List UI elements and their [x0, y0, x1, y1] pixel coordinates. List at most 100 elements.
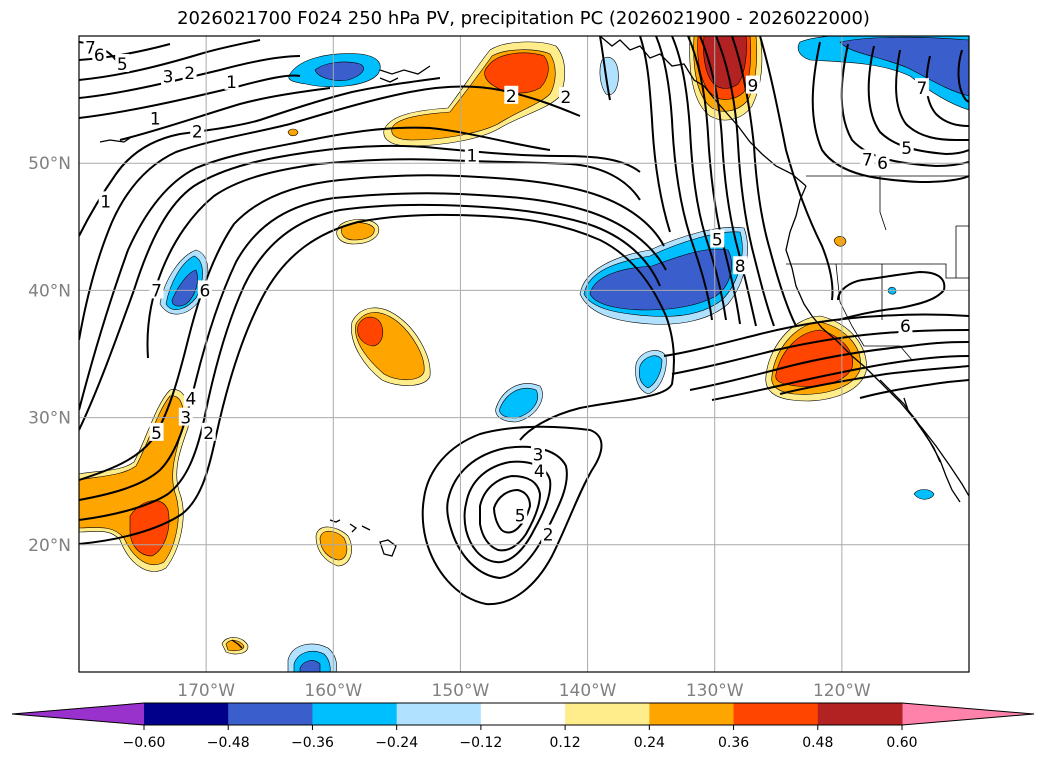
contour-label: 5 [151, 424, 162, 444]
contour-label-bg [161, 66, 175, 85]
pv-contour [639, 36, 671, 233]
contour-label: 2 [203, 424, 214, 444]
contour-label-bg [530, 444, 545, 463]
contour-label-bg [914, 78, 929, 97]
contour-label-bg [190, 121, 205, 140]
colorbar-tick-label: −0.12 [459, 735, 502, 751]
coastline [379, 77, 399, 83]
longitude-axis: 170°W 160°W 150°W 140°W 130°W 120°W [177, 681, 871, 701]
contour-label: 5 [901, 139, 912, 159]
lon-tick-label: 130°W [686, 681, 744, 701]
lat-tick-label: 30°N [28, 409, 71, 429]
precip-blob [833, 236, 847, 247]
pv-contour [655, 36, 713, 321]
contour-label: 8 [735, 257, 746, 277]
contour-label: 4 [534, 462, 545, 482]
pv-contour [811, 41, 969, 184]
colorbar-tick-label: −0.24 [375, 735, 418, 751]
contour-label-bg [558, 87, 573, 106]
contour-label-bg [745, 75, 760, 94]
pv-contour [779, 365, 969, 395]
lat-tick-label: 50°N [28, 154, 71, 174]
contour-label: 6 [94, 46, 105, 66]
pv-contour [671, 36, 727, 321]
latitude-axis: 50°N 40°N 30°N 20°N [28, 154, 71, 556]
contour-label-bg [98, 191, 113, 210]
contour-label-bg [710, 229, 725, 248]
figure-title: 2026021700 F024 250 hPa PV, precipitatio… [177, 8, 870, 29]
contour-label-bg [115, 53, 130, 72]
contour-label: 1 [466, 147, 477, 167]
colorbar-tick-label: −0.48 [207, 735, 250, 751]
contour-label-bg [733, 256, 748, 275]
pv-contour [79, 74, 301, 119]
contour-label: 3 [180, 409, 191, 429]
colorbar-segment [480, 703, 566, 725]
pv-contour [79, 144, 641, 431]
pv-contour [79, 192, 667, 501]
colorbar-segment [565, 703, 650, 725]
pv-contour [731, 36, 797, 327]
border [955, 225, 969, 278]
pv-contour [421, 425, 603, 606]
pv-contour [859, 379, 969, 399]
pv-contour [687, 36, 741, 325]
pv-contour [759, 36, 834, 301]
contour-label-bg [178, 407, 193, 426]
contour-label-bg [149, 280, 164, 299]
pv-contour [79, 77, 441, 237]
precip-blob [129, 500, 170, 557]
pv-contour [79, 85, 581, 341]
precip-blob [357, 316, 384, 347]
pv-contour [663, 313, 969, 357]
precip-blob [314, 61, 364, 81]
contour-label: 9 [747, 77, 758, 97]
colorbar-segment [649, 703, 735, 725]
lat-tick-label: 40°N [28, 281, 71, 301]
colorbar-tick-label: −0.60 [123, 735, 166, 751]
contour-label-bg [182, 62, 197, 81]
contour-label-bg [148, 108, 163, 127]
contour-label: 3 [163, 68, 174, 88]
pv-contour [463, 460, 552, 564]
map-frame [78, 35, 970, 673]
political-borders [786, 175, 969, 361]
pv-contour [925, 55, 969, 127]
colorbar-extend-high [902, 703, 1034, 725]
pv-contour [119, 87, 331, 141]
contour-label: 3 [533, 445, 544, 465]
colorbar-segment [396, 703, 482, 725]
contour-label: 7 [151, 281, 162, 301]
pv-contour [895, 49, 969, 141]
pv-contour [671, 329, 969, 375]
coastlines [99, 36, 969, 649]
contour-label-bg [92, 45, 107, 64]
precip-blob [287, 128, 299, 137]
contour-label: 6 [877, 154, 888, 174]
lon-tick-label: 120°W [813, 681, 871, 701]
colorbar-segment [144, 703, 229, 725]
coastline [903, 397, 941, 463]
contour-label: 5 [117, 55, 128, 75]
contour-label: 2 [561, 88, 572, 108]
pv-contour [957, 49, 969, 103]
pv-contour [479, 474, 542, 552]
contour-label-bg [541, 524, 556, 543]
contour-label-bg [513, 505, 528, 524]
pv-contour [79, 126, 551, 411]
contour-label: 4 [185, 390, 196, 410]
contour-label: 1 [226, 73, 237, 93]
colorbar-segment [228, 703, 313, 725]
coastline [599, 36, 807, 187]
colorbar-tick-label: 0.12 [550, 735, 581, 751]
pv-contour [599, 36, 611, 101]
precip-blob [913, 489, 935, 500]
contour-label: 7 [85, 38, 96, 58]
contour-label: 6 [199, 281, 210, 301]
contour-label: 2 [543, 526, 554, 546]
colorbar-tick-label: 0.24 [634, 735, 665, 751]
lon-tick-label: 170°W [177, 681, 235, 701]
